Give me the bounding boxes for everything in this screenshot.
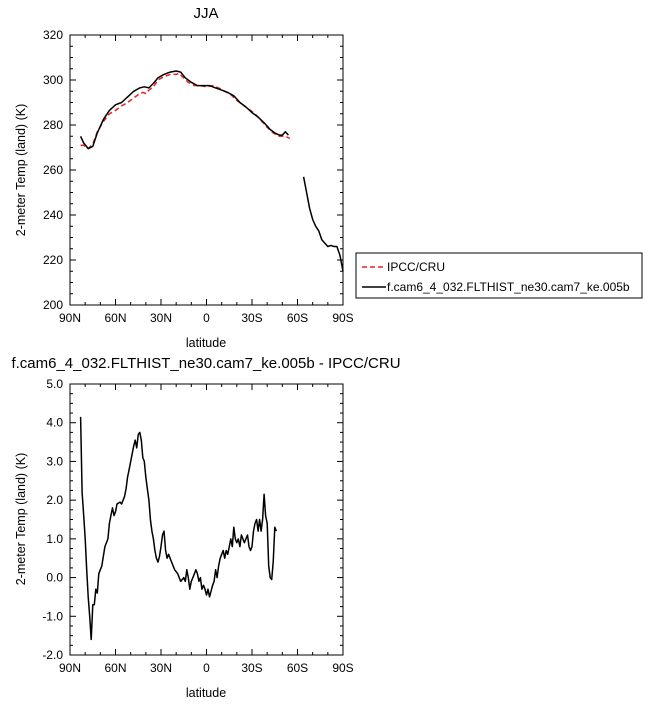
chart2-ytick-label: 4.0 [46,416,63,430]
chart1-title: JJA [193,5,218,22]
chart2-xtick-label: 60N [104,661,126,675]
chart1-ytick-label: 300 [43,73,63,87]
chart1-series [79,70,344,272]
chart2-ytick-label: 3.0 [46,454,63,468]
chart2-ytick-label: 0.0 [46,571,63,585]
chart1-xtick-label: 60N [104,311,126,325]
chart1-ytick-label: 200 [43,298,63,312]
chart-temperature-jja: JJA 90N 60N 30N 0 30S 60S 90S 200 220 240 260 280 30… [14,5,643,350]
chart1-ytick-label: 240 [43,208,63,222]
chart1-series-0-line [80,72,291,150]
chart2-xtick-label: 90S [332,661,353,675]
chart1-legend: IPCC/CRU f.cam6_4_032.FLTHIST_ne30.cam7_… [355,252,643,299]
chart1-xtick-label: 0 [203,311,210,325]
legend-label-model: f.cam6_4_032.FLTHIST_ne30.cam7_ke.005b [387,280,630,294]
chart2-plot-frame [69,383,344,656]
chart1-series-1-line [302,176,344,272]
chart1-xtick-label: 60S [287,311,308,325]
chart2-series-0-line [79,416,277,641]
chart2-xtick-label: 30N [150,661,172,675]
chart1-xtick-label: 30N [150,311,172,325]
chart2-xtick-label: 30S [241,661,262,675]
chart2-xtick-label: 90N [59,661,81,675]
chart1-ytick-label: 320 [43,28,63,42]
chart1-ticks: 90N 60N 30N 0 30S 60S 90S 200 220 240 260 280 300 320 [43,28,354,325]
chart2-xtick-label: 0 [203,661,210,675]
chart2-title: f.cam6_4_032.FLTHIST_ne30.cam7_ke.005b -… [11,355,400,372]
chart1-xtick-label: 90N [59,311,81,325]
chart2-ytick-label: -2.0 [42,648,63,662]
chart1-ytick-label: 260 [43,163,63,177]
chart2-xlabel: latitude [186,686,226,700]
chart-temperature-difference: f.cam6_4_032.FLTHIST_ne30.cam7_ke.005b -… [11,355,400,700]
chart1-xtick-label: 90S [332,311,353,325]
chart2-xtick-label: 60S [287,661,308,675]
legend-box [355,252,643,299]
chart1-ylabel: 2-meter Temp (land) (K) [14,104,28,236]
chart2-ticks: 90N 60N 30N 0 30S 60S 90S -2.0 -1.0 0.0 1.0 2.0 3.0 4… [42,377,353,675]
chart1-xlabel: latitude [186,336,226,350]
chart1-series-1-line [79,70,289,150]
chart2-ylabel: 2-meter Temp (land) (K) [14,453,28,585]
chart1-ytick-label: 280 [43,118,63,132]
chart1-xtick-label: 30S [241,311,262,325]
chart1-plot-frame [69,34,344,306]
chart2-ytick-label: 5.0 [46,377,63,391]
chart2-series [79,416,277,641]
chart2-ytick-label: 2.0 [46,493,63,507]
chart2-ytick-label: 1.0 [46,532,63,546]
chart1-ytick-label: 220 [43,253,63,267]
chart2-ytick-label: -1.0 [42,609,63,623]
legend-label-ipcc-cru: IPCC/CRU [387,260,445,274]
